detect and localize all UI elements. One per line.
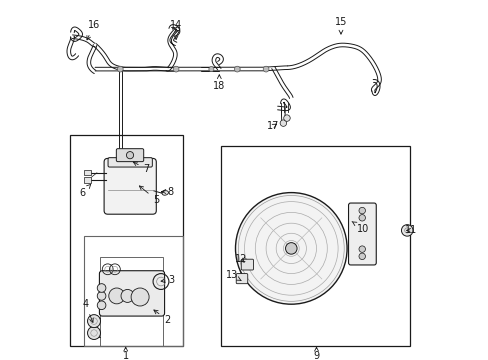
Circle shape [97, 284, 106, 292]
Text: 9: 9 [313, 347, 319, 360]
Circle shape [285, 243, 296, 254]
Circle shape [97, 292, 106, 300]
Circle shape [87, 315, 101, 328]
Circle shape [263, 66, 268, 72]
Circle shape [87, 327, 101, 339]
FancyBboxPatch shape [99, 271, 164, 316]
Circle shape [280, 120, 286, 126]
Text: 4: 4 [82, 299, 93, 322]
FancyBboxPatch shape [116, 149, 143, 162]
Text: 13: 13 [225, 270, 241, 280]
Circle shape [173, 66, 179, 72]
Text: 17: 17 [266, 121, 279, 131]
Circle shape [126, 152, 133, 159]
Circle shape [401, 225, 412, 236]
Text: 5: 5 [139, 186, 159, 205]
Text: 15: 15 [334, 17, 346, 34]
Bar [101, 257, 163, 346]
Text: 3: 3 [161, 275, 175, 285]
Circle shape [283, 115, 289, 121]
Circle shape [208, 67, 213, 72]
Circle shape [131, 288, 149, 306]
Text: 2: 2 [154, 310, 170, 325]
Circle shape [358, 207, 365, 214]
Bar [84, 177, 91, 183]
Text: 14: 14 [170, 20, 182, 40]
FancyBboxPatch shape [108, 158, 152, 167]
Circle shape [117, 66, 123, 72]
FancyBboxPatch shape [241, 259, 253, 270]
Text: 6: 6 [79, 184, 90, 198]
Bar [70, 135, 183, 346]
Circle shape [358, 253, 365, 260]
Circle shape [235, 193, 346, 304]
Text: 12: 12 [234, 254, 246, 264]
Bar [221, 146, 409, 346]
FancyBboxPatch shape [348, 203, 375, 265]
Bar [84, 170, 91, 175]
FancyBboxPatch shape [236, 274, 247, 284]
Text: 1: 1 [122, 347, 128, 360]
Circle shape [358, 215, 365, 221]
Circle shape [121, 289, 134, 302]
Text: 18: 18 [213, 75, 225, 91]
Text: 7: 7 [133, 162, 149, 174]
Text: 10: 10 [351, 221, 368, 234]
Text: 16: 16 [87, 20, 100, 40]
Circle shape [358, 246, 365, 252]
Ellipse shape [162, 191, 168, 195]
Circle shape [108, 288, 124, 304]
FancyBboxPatch shape [104, 158, 156, 214]
Text: 8: 8 [162, 186, 173, 197]
Circle shape [97, 301, 106, 310]
Text: 11: 11 [404, 225, 416, 235]
Circle shape [234, 66, 240, 72]
Bar [84, 236, 183, 346]
